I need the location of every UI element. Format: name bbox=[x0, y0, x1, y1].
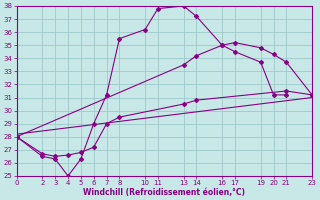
X-axis label: Windchill (Refroidissement éolien,°C): Windchill (Refroidissement éolien,°C) bbox=[84, 188, 245, 197]
